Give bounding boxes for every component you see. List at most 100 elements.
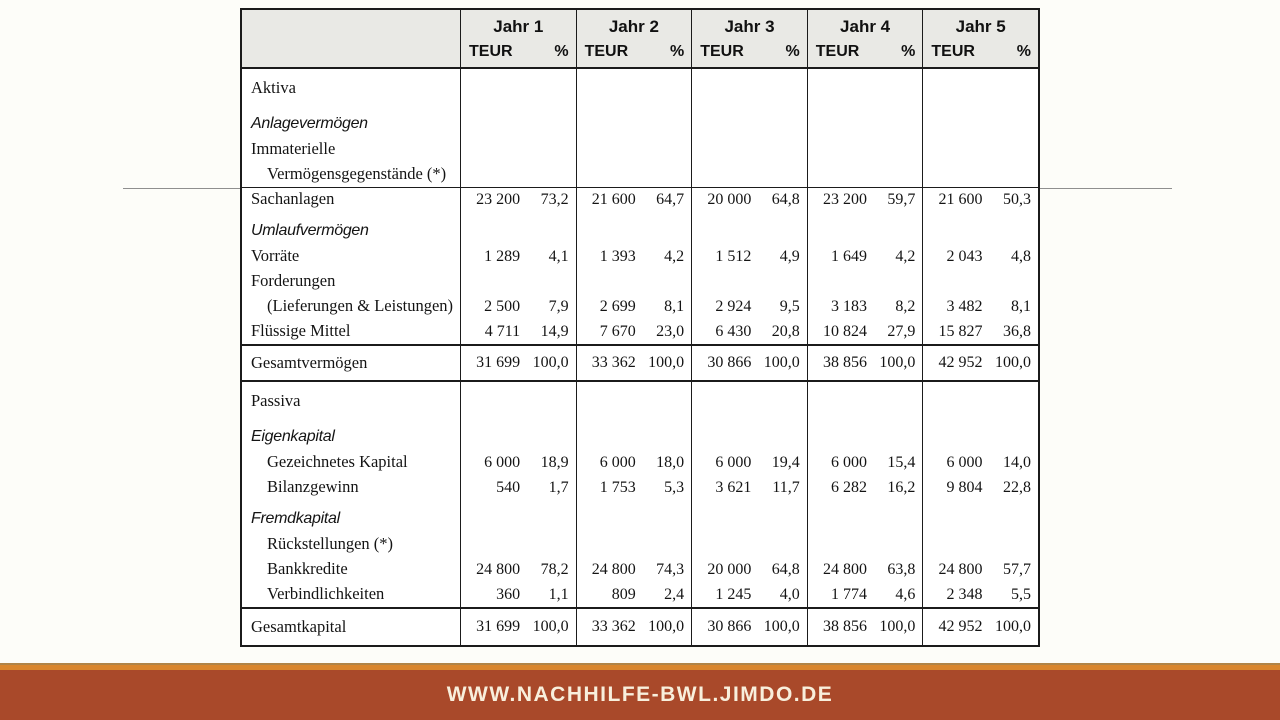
table-row: Rückstellungen (*) [242,532,1038,557]
year-cell: 38 856 100,0 [806,346,923,380]
year-cell: 6 000 15,4 [806,450,923,475]
row-label: Rückstellungen (*) [267,534,394,553]
year-cell [922,212,1038,244]
year-label: Jahr 5 [955,17,1006,36]
year-cell [922,418,1038,450]
year-cell: 1 393 4,2 [575,244,692,269]
year-cell: 4 711 14,9 [460,319,576,344]
teur-value: 3 482 [946,298,983,315]
year-cell [806,162,923,187]
percent-value: 4,6 [895,586,916,603]
teur-value: 23 200 [476,191,521,208]
percent-label: % [901,43,916,60]
teur-value: 3 183 [830,298,867,315]
row-label: Forderungen [251,271,336,290]
unit-line: TEUR% [692,43,807,67]
year-column-header-1: Jahr 1 TEUR% [460,10,576,67]
year-cell [575,269,692,294]
year-cell: 2 348 5,5 [922,582,1038,607]
percent-value: 8,2 [895,298,916,315]
row-label: Eigenkapital [251,428,335,445]
teur-value: 1 393 [599,248,636,265]
table-row: Flüssige Mittel 4 711 14,9 7 670 23,0 6 430 20… [242,319,1038,344]
year-cell: 1 753 5,3 [575,475,692,500]
teur-value: 3 621 [715,479,752,496]
year-cell [460,105,576,137]
teur-value: 23 200 [822,191,867,208]
percent-value: 2,4 [664,586,685,603]
year-cell: 360 1,1 [460,582,576,607]
teur-value: 6 430 [715,323,752,340]
percent-value: 57,7 [1002,561,1031,578]
teur-value: 360 [496,586,521,603]
percent-value: 4,8 [1010,248,1031,265]
percent-value: 15,4 [887,454,916,471]
teur-value: 2 924 [715,298,752,315]
year-cell [691,418,807,450]
table-row: Vorräte 1 289 4,1 1 393 4,2 1 512 4,9 1 649 4,2 2… [242,244,1038,269]
year-cell: 7 670 23,0 [575,319,692,344]
table-row: Aktiva [242,69,1038,105]
percent-value: 16,2 [887,479,916,496]
year-cell [460,382,576,418]
year-cell: 1 774 4,6 [806,582,923,607]
teur-value: 30 866 [707,618,752,635]
year-cell [691,269,807,294]
row-label: Verbindlichkeiten [267,584,385,603]
year-cell [691,162,807,187]
row-label: Gezeichnetes Kapital [267,452,408,471]
year-cell: 6 282 16,2 [806,475,923,500]
percent-value: 5,3 [664,479,685,496]
teur-value: 1 753 [599,479,636,496]
year-cell: 33 362 100,0 [575,346,692,380]
year-cell [806,137,923,162]
year-cell [691,69,807,105]
year-cell: 1 289 4,1 [460,244,576,269]
row-label: Fremdkapital [251,510,340,527]
year-cell [922,105,1038,137]
year-label: Jahr 3 [724,17,775,36]
balance-sheet-table: Jahr 1 TEUR% Jahr 2 TEUR% Jahr 3 TEUR% Jahr 4 T… [240,8,1040,647]
percent-value: 8,1 [664,298,685,315]
percent-value: 4,2 [664,248,685,265]
table-row: Immaterielle [242,137,1038,162]
year-cell: 31 699 100,0 [460,346,576,380]
year-cell: 6 000 18,9 [460,450,576,475]
unit-label: TEUR [584,43,629,60]
teur-value: 540 [496,479,521,496]
year-cell [806,269,923,294]
percent-value: 100,0 [763,618,800,635]
teur-value: 33 362 [591,354,636,371]
unit-line: TEUR% [461,43,576,67]
teur-value: 1 289 [484,248,521,265]
year-cell [691,212,807,244]
table-row: Sachanlagen 23 200 73,2 21 600 64,7 20 000 64,… [242,187,1038,212]
percent-value: 50,3 [1002,191,1031,208]
percent-label: % [554,43,569,60]
teur-value: 31 699 [476,354,521,371]
percent-value: 36,8 [1002,323,1031,340]
teur-value: 809 [611,586,636,603]
footer-bar: WWW.NACHHILFE-BWL.JIMDO.DE [0,670,1280,720]
year-cell: 33 362 100,0 [575,609,692,645]
table-row: Gesamtkapital 31 699 100,0 33 362 100,0 30 86… [242,607,1038,645]
year-cell: 3 482 8,1 [922,294,1038,319]
table-body: Aktiva Anlagevermögen Immaterielle Vermögen… [242,69,1038,645]
year-cell [691,500,807,532]
teur-value: 1 774 [830,586,867,603]
row-label: (Lieferungen & Leistungen) [267,296,454,315]
row-label: Vermögensgegenstände (*) [267,164,447,183]
year-cell [691,382,807,418]
year-column-header-4: Jahr 4 TEUR% [806,10,923,67]
percent-value: 9,5 [779,298,800,315]
teur-value: 42 952 [938,618,983,635]
percent-value: 1,1 [548,586,569,603]
year-cell: 42 952 100,0 [922,346,1038,380]
year-cell: 2 500 7,9 [460,294,576,319]
year-cell: 6 000 19,4 [691,450,807,475]
year-cell [575,212,692,244]
year-cell: 9 804 22,8 [922,475,1038,500]
table-row: Bilanzgewinn 540 1,7 1 753 5,3 3 621 11,7 6 282… [242,475,1038,500]
percent-value: 18,0 [656,454,685,471]
year-cell [806,382,923,418]
